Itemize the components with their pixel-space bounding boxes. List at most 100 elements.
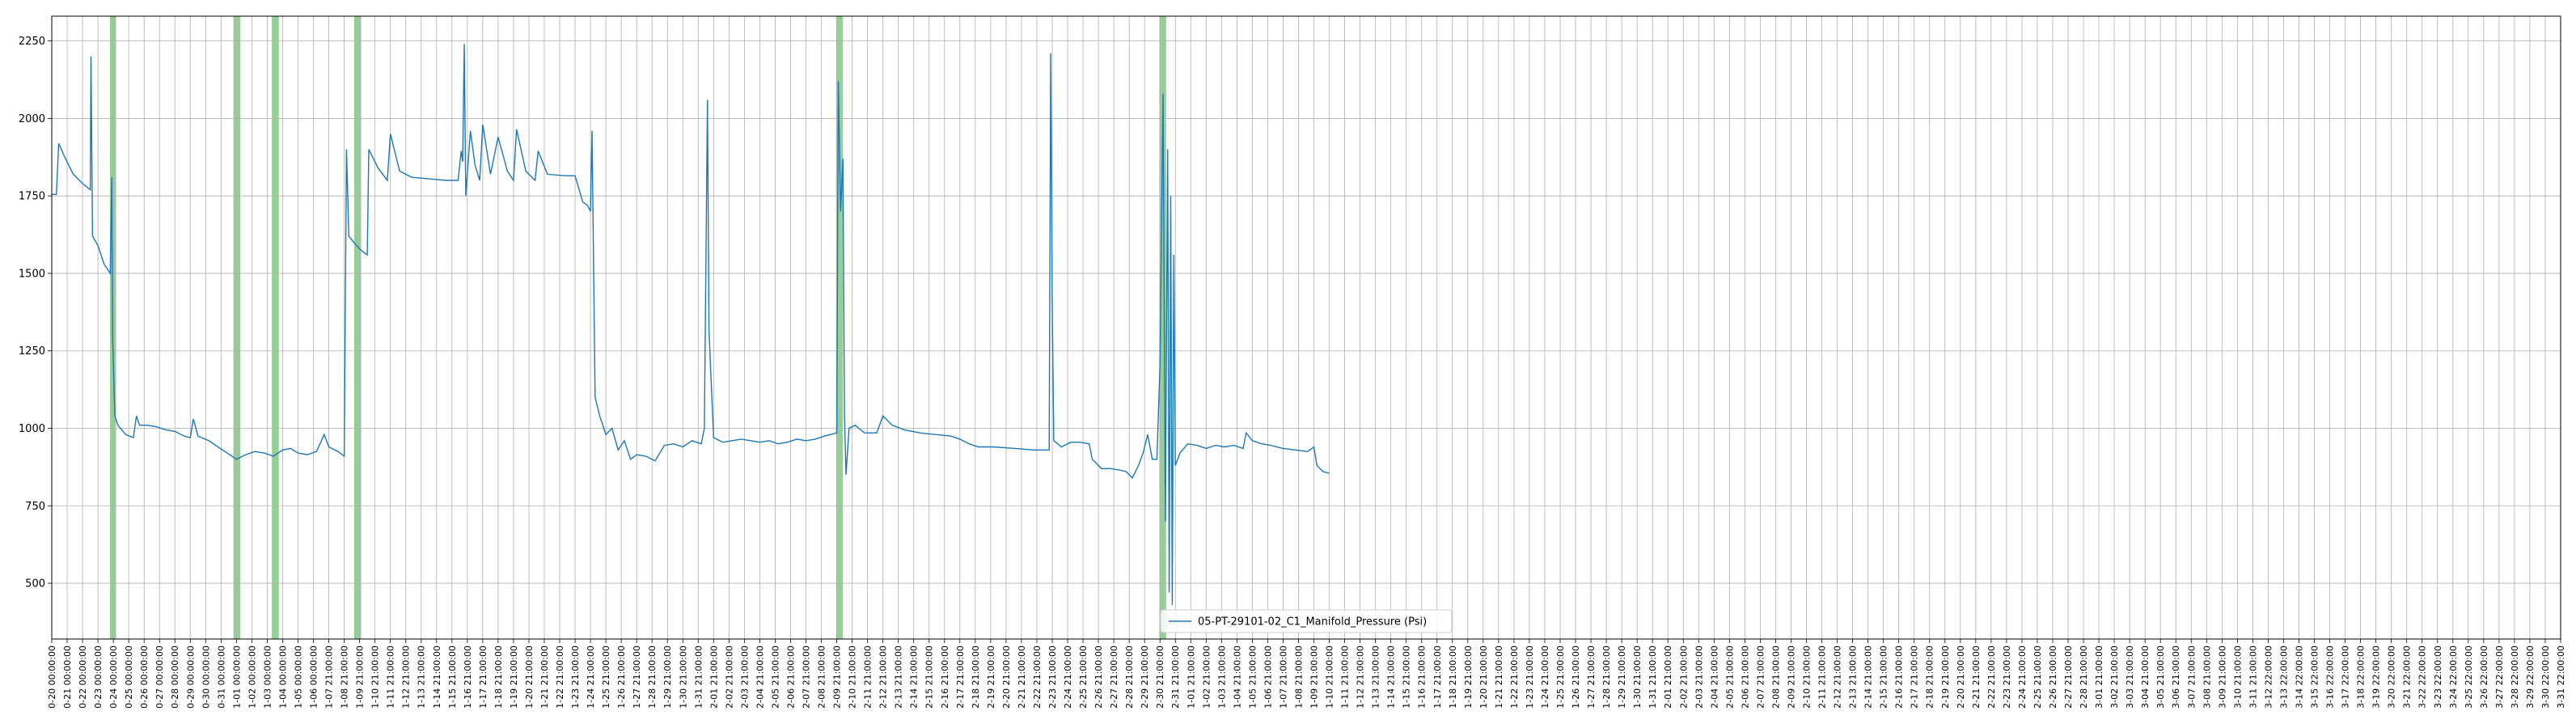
plot-area: 500 750 1000 1250 1500 1750 2000 2250 0-20 00:0… [19,15,2566,709]
x-tick-label: 2-25 21:00:00 [1078,645,1089,709]
highlight-band-4 [835,16,844,639]
highlight-band-2 [272,16,279,639]
x-tick-label: 1-17 21:00:00 [478,645,489,709]
y-tick-label: 1250 [19,345,45,358]
x-tick-label: 2-28 21:00:00 [2079,645,2089,709]
x-tick-label: 2-22 21:00:00 [1986,645,1997,709]
x-tick-label: 1-19 21:00:00 [1463,645,1474,709]
x-tick-label: 2-19 21:00:00 [1940,645,1951,709]
x-tick-label: 1-10 21:00:00 [1325,645,1335,709]
x-tick-label: 3-04 21:00:00 [2140,645,2151,709]
x-tick-label: 1-14 21:00:00 [432,645,442,709]
x-tick-label: 1-27 21:00:00 [1586,645,1597,709]
x-tick-label: 3-30 22:00:00 [2540,645,2551,709]
highlight-band-5 [1159,16,1166,639]
x-tick-label: 2-10 21:00:00 [1801,645,1812,709]
legend-box [1160,609,1453,633]
x-tick-label: 3-18 22:00:00 [2356,645,2367,709]
x-tick-label: 2-07 21:00:00 [802,645,812,709]
y-tick-label: 2000 [19,113,45,125]
pressure-series-line [52,44,1330,605]
x-tick-label: 2-12 21:00:00 [1833,645,1843,709]
x-tick-label: 2-27 21:00:00 [2063,645,2074,709]
x-tick-label: 2-17 21:00:00 [1910,645,1920,709]
x-tick-label: 1-15 21:00:00 [1402,645,1412,709]
x-tick-label: 2-08 21:00:00 [817,645,827,709]
axes-frame [51,15,2561,640]
x-tick-label: 1-15 21:00:00 [447,645,458,709]
x-tick-label: 3-09 21:00:00 [2217,645,2227,709]
x-tick-label: 2-29 21:00:00 [1140,645,1150,709]
x-tick-label: 1-13 21:00:00 [417,645,427,709]
x-tick-label: 3-28 22:00:00 [2510,645,2520,709]
x-tick-label: 2-12 21:00:00 [878,645,889,709]
x-tick-label: 1-18 21:00:00 [1448,645,1458,709]
x-tick-label: 3-27 22:00:00 [2494,645,2505,709]
x-tick-label: 2-14 21:00:00 [1863,645,1874,709]
x-tick-label: 1-01 21:00:00 [1186,645,1196,709]
x-tick-label: 3-07 21:00:00 [2186,645,2197,709]
x-tick-label: 1-27 21:00:00 [632,645,642,709]
x-tick-label: 1-09 21:00:00 [1309,645,1320,709]
x-tick-label: 2-02 21:00:00 [724,645,734,709]
y-tick-label: 2250 [19,36,45,48]
x-tick-label: 1-19 21:00:00 [509,645,519,709]
x-tick-label: 1-11 21:00:00 [386,645,396,709]
x-tick-label: 2-04 21:00:00 [1709,645,1719,709]
x-tick-label: 2-24 21:00:00 [1063,645,1073,709]
x-tick-label: 1-03 21:00:00 [1216,645,1227,709]
x-tick-label: 3-15 22:00:00 [2310,645,2320,709]
x-tick-label: 2-28 21:00:00 [1124,645,1135,709]
x-tick-label: 2-13 21:00:00 [1848,645,1859,709]
x-tick-label: 1-12 21:00:00 [1356,645,1366,709]
x-tick-label: 1-08 21:00:00 [1293,645,1304,709]
x-tick-label: 3-29 22:00:00 [2525,645,2536,709]
x-tick-label: 1-26 21:00:00 [616,645,627,709]
x-tick-label: 2-19 21:00:00 [986,645,996,709]
x-tick-label: 1-20 21:00:00 [1478,645,1489,709]
x-tick-label: 1-31 21:00:00 [1648,645,1658,709]
y-tick-label: 500 [25,578,45,590]
x-tick-label: 1-13 21:00:00 [1371,645,1381,709]
x-tick-label: 3-21 22:00:00 [2402,645,2413,709]
x-tick-label: 3-25 22:00:00 [2464,645,2474,709]
x-tick-label: 2-27 21:00:00 [1109,645,1119,709]
x-tick-label: 3-01 21:00:00 [2094,645,2104,709]
x-tick-label: 1-23 21:00:00 [570,645,581,709]
x-tick-label: 2-26 21:00:00 [2048,645,2058,709]
x-tick-label: 1-24 21:00:00 [1540,645,1550,709]
x-tick-label: 2-16 21:00:00 [940,645,950,709]
x-tick-label: 1-14 21:00:00 [1386,645,1397,709]
x-tick-label: 1-23 21:00:00 [1525,645,1535,709]
x-tick-label: 0-29 00:00:00 [185,645,196,709]
x-tick-label: 1-22 21:00:00 [1509,645,1520,709]
x-tick-label: 1-17 21:00:00 [1432,645,1443,709]
x-tick-label: 1-22 21:00:00 [555,645,565,709]
x-tick-label: 3-02 21:00:00 [2109,645,2120,709]
x-tick-label: 1-07 21:00:00 [324,645,335,709]
x-tick-label: 3-14 22:00:00 [2294,645,2304,709]
x-tick-label: 2-07 21:00:00 [1755,645,1766,709]
x-tick-label: 0-22 00:00:00 [78,645,88,709]
x-tick-label: 2-10 21:00:00 [848,645,858,709]
x-axis-ticks: 0-20 00:00:00 0-21 00:00:00 0-22 00:00:00 0… [47,639,2566,709]
x-tick-label: 2-22 21:00:00 [1032,645,1043,709]
axes-background [52,16,2561,639]
x-tick-label: 1-29 21:00:00 [662,645,673,709]
x-tick-label: 0-27 00:00:00 [154,645,165,709]
x-tick-label: 3-31 22:00:00 [2556,645,2566,709]
x-tick-label: 2-31 21:00:00 [1170,645,1181,709]
x-tick-label: 1-31 21:00:00 [693,645,704,709]
x-tick-label: 1-26 21:00:00 [1571,645,1581,709]
x-tick-label: 1-18 21:00:00 [493,645,504,709]
x-tick-label: 2-18 21:00:00 [971,645,981,709]
x-tick-label: 1-06 21:00:00 [1263,645,1273,709]
x-tick-label: 2-11 21:00:00 [863,645,873,709]
x-tick-label: 1-25 21:00:00 [1555,645,1566,709]
x-tick-label: 1-28 21:00:00 [1601,645,1612,709]
x-tick-label: 2-21 21:00:00 [1017,645,1027,709]
x-tick-label: 3-22 22:00:00 [2417,645,2428,709]
vertical-grid [51,16,2561,639]
x-tick-label: 2-23 21:00:00 [2002,645,2012,709]
